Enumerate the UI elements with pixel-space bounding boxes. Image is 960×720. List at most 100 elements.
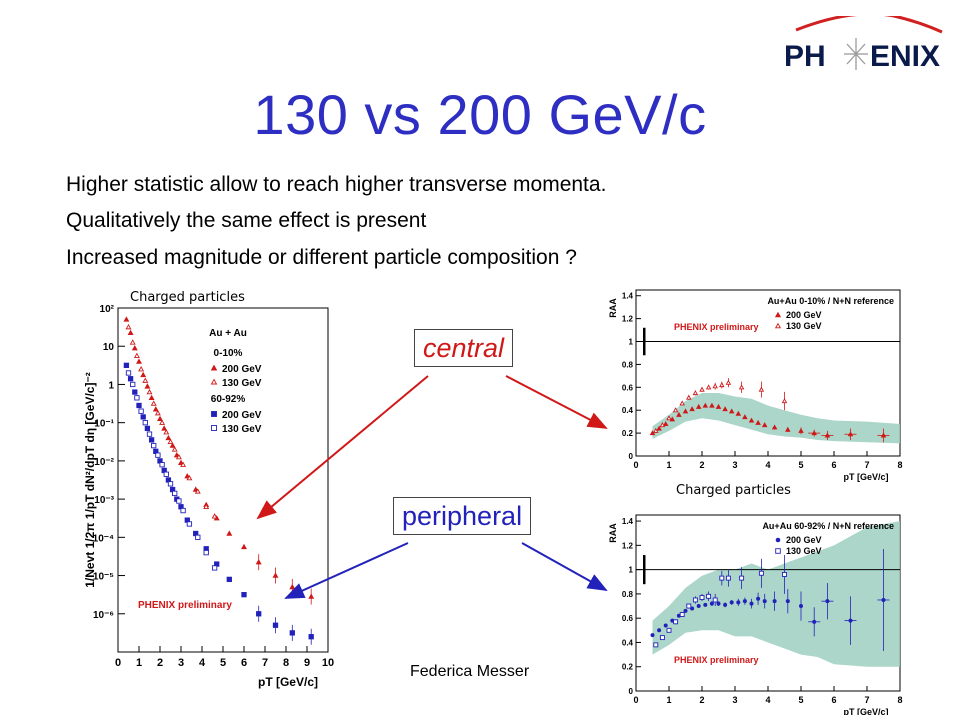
data-point bbox=[692, 390, 699, 396]
legend-marker bbox=[775, 548, 781, 554]
phenix-preliminary-label: PHENIX preliminary bbox=[674, 322, 759, 332]
data-point bbox=[123, 316, 130, 322]
data-point bbox=[758, 570, 764, 576]
data-point bbox=[712, 597, 718, 603]
data-point bbox=[148, 394, 155, 401]
y-axis-title: RAA bbox=[608, 298, 618, 318]
data-point bbox=[771, 424, 778, 430]
data-point bbox=[134, 395, 140, 401]
legend-marker bbox=[774, 311, 782, 318]
data-point bbox=[195, 534, 201, 540]
data-point bbox=[756, 596, 761, 601]
data-point bbox=[725, 379, 732, 385]
x-tick-label: 5 bbox=[220, 657, 226, 669]
y-tick-label: 0.8 bbox=[622, 360, 634, 369]
data-point bbox=[683, 608, 688, 613]
data-point bbox=[125, 370, 132, 376]
data-point bbox=[272, 572, 279, 578]
data-point bbox=[146, 431, 153, 437]
logo-text-left: PH bbox=[784, 40, 826, 73]
data-point bbox=[709, 402, 715, 408]
data-point bbox=[129, 339, 136, 345]
data-point bbox=[131, 345, 138, 351]
data-point bbox=[203, 503, 210, 509]
data-point bbox=[735, 410, 742, 416]
legend-label: 200 GeV bbox=[786, 535, 822, 545]
data-point bbox=[659, 635, 665, 641]
x-tick-label: 0 bbox=[115, 657, 121, 669]
bullet-1: Higher statistic allow to reach higher t… bbox=[66, 173, 607, 196]
data-point bbox=[650, 633, 655, 638]
y-axis-title: 1/Nevt 1/2π 1/pT dN²/dpT dη [GeV/c]⁻² bbox=[83, 372, 97, 588]
data-point bbox=[758, 386, 765, 392]
data-point bbox=[742, 599, 747, 604]
data-point bbox=[172, 490, 178, 497]
data-point bbox=[144, 383, 151, 389]
data-point bbox=[848, 618, 853, 623]
y-tick-label: 0.4 bbox=[622, 638, 634, 647]
data-point bbox=[686, 603, 692, 609]
bullet-2: Qualitatively the same effect is present bbox=[66, 209, 427, 232]
left-plot-caption: Charged particles bbox=[130, 290, 245, 305]
data-point bbox=[241, 592, 247, 598]
x-tick-label: 1 bbox=[666, 695, 671, 705]
data-point bbox=[663, 623, 668, 628]
data-point bbox=[748, 417, 755, 423]
data-point bbox=[673, 619, 679, 625]
data-point bbox=[150, 400, 157, 406]
data-point bbox=[123, 362, 130, 368]
legend-label: 130 GeV bbox=[222, 378, 262, 389]
data-point bbox=[256, 611, 262, 617]
x-tick-label: 0 bbox=[633, 460, 638, 470]
data-point bbox=[695, 403, 702, 409]
data-point bbox=[736, 600, 741, 605]
data-point bbox=[272, 622, 279, 628]
data-point bbox=[194, 488, 201, 494]
data-point bbox=[138, 408, 144, 414]
data-point bbox=[649, 430, 656, 436]
legend-marker bbox=[210, 364, 218, 371]
y-tick-label: 0 bbox=[629, 687, 634, 696]
phenix-logo: PH ENIX bbox=[784, 16, 943, 73]
y-tick-label: 10⁻⁶ bbox=[93, 610, 114, 621]
data-point bbox=[180, 461, 187, 467]
data-point bbox=[702, 402, 709, 408]
data-point bbox=[161, 425, 168, 431]
data-point bbox=[186, 521, 193, 527]
legend-group: 60-92% bbox=[211, 394, 246, 405]
data-point bbox=[880, 432, 887, 438]
data-point bbox=[127, 376, 134, 382]
data-point bbox=[699, 386, 705, 392]
data-point bbox=[136, 402, 142, 409]
data-point bbox=[682, 408, 689, 414]
phenix-preliminary-label: PHENIX preliminary bbox=[674, 655, 759, 665]
data-point bbox=[782, 572, 787, 577]
x-tick-label: 2 bbox=[699, 695, 704, 705]
y-tick-label: 10⁻² bbox=[94, 457, 114, 468]
data-point bbox=[672, 407, 679, 413]
data-point bbox=[159, 462, 165, 468]
y-tick-label: 1.4 bbox=[622, 292, 634, 301]
series-1 bbox=[653, 378, 788, 433]
data-point bbox=[812, 619, 817, 624]
x-tick-label: 0 bbox=[633, 695, 638, 705]
slide-title: 130 vs 200 GeV/c bbox=[253, 83, 707, 146]
data-point bbox=[167, 438, 174, 444]
series-1 bbox=[653, 555, 787, 648]
data-point bbox=[729, 600, 734, 605]
data-point bbox=[203, 549, 209, 556]
data-point bbox=[255, 559, 262, 565]
data-point bbox=[692, 597, 698, 603]
data-point bbox=[154, 409, 161, 416]
legend-label: 200 GeV bbox=[222, 410, 262, 421]
x-tick-label: 4 bbox=[199, 657, 206, 669]
peripheral-arrow-right bbox=[521, 542, 608, 591]
legend-marker bbox=[211, 425, 217, 431]
x-tick-label: 3 bbox=[732, 460, 737, 470]
data-point bbox=[781, 398, 788, 404]
data-point bbox=[159, 419, 166, 425]
data-point bbox=[133, 352, 140, 358]
x-tick-label: 5 bbox=[798, 695, 803, 705]
legend-label: 200 GeV bbox=[786, 310, 822, 320]
y-tick-label: 1.4 bbox=[622, 517, 634, 526]
